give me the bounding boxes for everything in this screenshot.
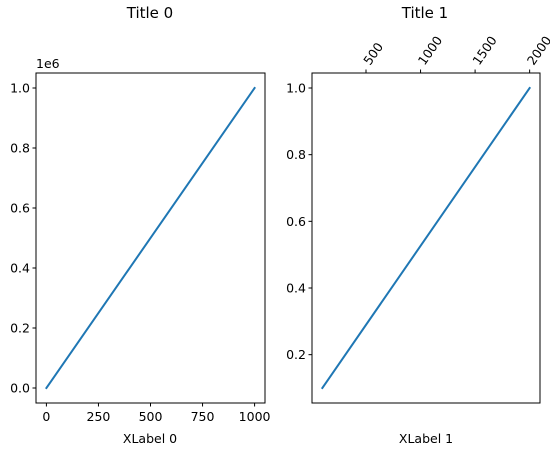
x-tick-label: 1000 bbox=[415, 33, 446, 68]
subplot-1-y-ticks: 0.2 0.4 0.6 0.8 1.0 bbox=[286, 81, 312, 362]
subplot-1-series-line bbox=[320, 86, 532, 390]
subplot-0-series-line bbox=[45, 86, 256, 390]
subplot-0-y-offset-text: 1e6 bbox=[36, 56, 60, 71]
y-tick-label: 1.0 bbox=[10, 81, 30, 96]
y-tick-label: 0.2 bbox=[286, 347, 306, 362]
y-tick-label: 0.2 bbox=[10, 321, 30, 336]
x-tick-label: 500 bbox=[360, 40, 386, 68]
subplot-1-title: Title 1 bbox=[401, 4, 448, 22]
y-tick-label: 0.4 bbox=[286, 281, 306, 296]
x-tick-label: 2000 bbox=[524, 33, 550, 68]
y-tick-label: 0.0 bbox=[10, 381, 30, 396]
x-tick-label: 750 bbox=[191, 409, 215, 424]
subplot-1-top-x-ticks: 500 1000 1500 2000 bbox=[360, 33, 550, 73]
y-tick-label: 1.0 bbox=[286, 81, 306, 96]
subplot-0-x-axis-label: XLabel 0 bbox=[123, 431, 177, 446]
subplot-0-x-ticks: 0 250 500 750 1000 bbox=[42, 403, 271, 424]
x-tick-label: 0 bbox=[42, 409, 50, 424]
x-tick-label: 1500 bbox=[469, 33, 500, 68]
x-tick-label: 250 bbox=[87, 409, 111, 424]
y-tick-label: 0.8 bbox=[286, 147, 306, 162]
subplot-1-x-axis-label: XLabel 1 bbox=[399, 431, 453, 446]
subplot-0-y-ticks: 0.0 0.2 0.4 0.6 0.8 1.0 bbox=[10, 81, 36, 396]
y-tick-label: 0.6 bbox=[10, 201, 30, 216]
x-tick-label: 500 bbox=[139, 409, 163, 424]
y-tick-label: 0.4 bbox=[10, 261, 30, 276]
subplot-1: Title 1 500 1000 1500 2000 0.20.40.60.81.0 … bbox=[286, 4, 550, 446]
subplot-1-frame bbox=[311, 72, 541, 404]
y-tick-label: 0.8 bbox=[10, 141, 30, 156]
subplot-0-title: Title 0 bbox=[126, 4, 173, 22]
x-tick-label: 1000 bbox=[239, 409, 271, 424]
subplot-0: Title 0 1e6 0 250 500 750 1000 0.00.20.40.60… bbox=[10, 4, 270, 446]
y-tick-label: 0.6 bbox=[286, 214, 306, 229]
